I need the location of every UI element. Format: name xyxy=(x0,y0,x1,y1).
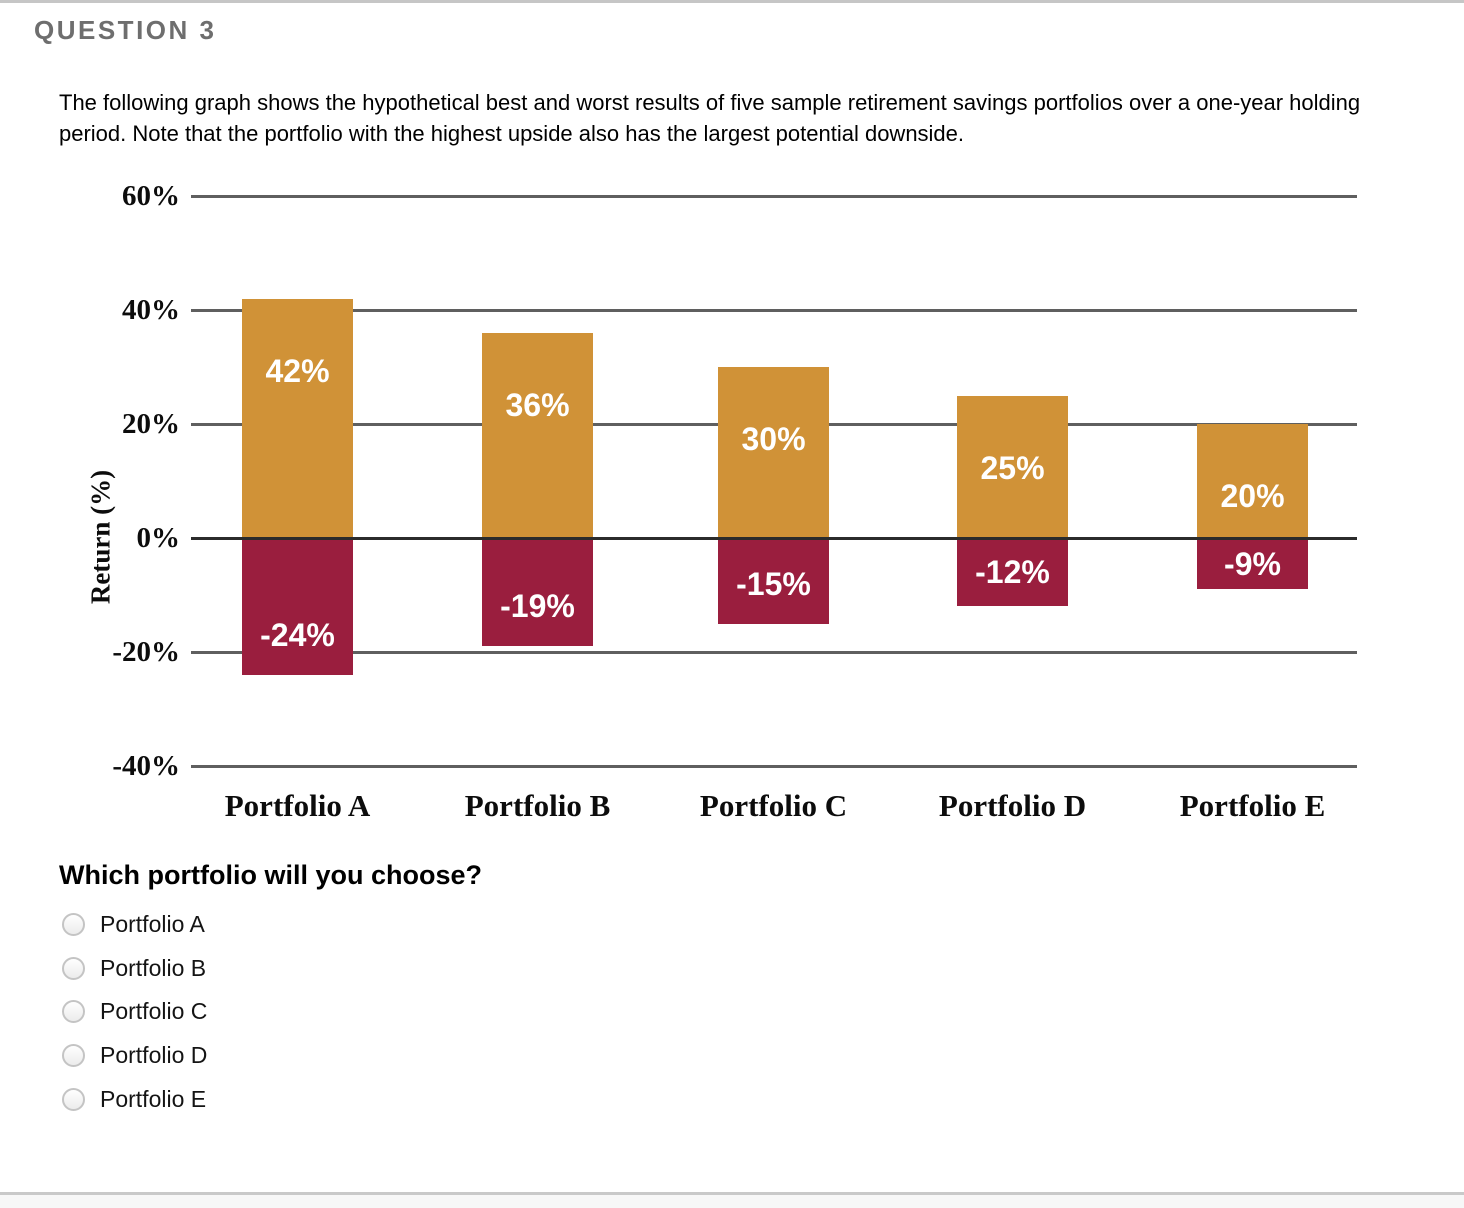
bar-value-portfolio-c-worst: -15% xyxy=(736,565,811,602)
y-tick-label--20: -20% xyxy=(112,636,180,668)
returns-bar-chart: Return (%) 60% 40% 20% 0% -20% -40% 42% -24% Por… xyxy=(86,180,1357,823)
question-prompt: Which portfolio will you choose? xyxy=(59,860,482,890)
bar-portfolio-e-best xyxy=(1197,424,1308,538)
radio-portfolio-c[interactable] xyxy=(62,999,85,1023)
x-axis-label-portfolio-c: Portfolio C xyxy=(699,788,848,823)
option-row-portfolio-c[interactable]: Portfolio C xyxy=(62,998,207,1024)
bar-value-portfolio-a-worst: -24% xyxy=(260,616,335,653)
option-row-portfolio-d[interactable]: Portfolio D xyxy=(62,1042,207,1068)
x-axis-label-portfolio-a: Portfolio A xyxy=(224,788,371,823)
bar-value-portfolio-c-best: 30% xyxy=(741,421,806,457)
y-tick-label-40: 40% xyxy=(122,294,180,326)
question-header: QUESTION 3 xyxy=(34,15,217,45)
radio-portfolio-d[interactable] xyxy=(62,1043,85,1067)
bar-portfolio-a-worst xyxy=(242,538,353,675)
bottom-divider xyxy=(0,1192,1464,1195)
top-divider xyxy=(0,0,1464,3)
radio-portfolio-b[interactable] xyxy=(62,956,85,980)
bar-portfolio-e-worst xyxy=(1197,538,1308,590)
bar-portfolio-c-worst xyxy=(718,538,829,624)
y-tick-label-60: 60% xyxy=(122,180,180,212)
bar-value-portfolio-e-best: 20% xyxy=(1220,478,1285,514)
bar-value-portfolio-d-best: 25% xyxy=(980,449,1045,486)
x-axis-label-portfolio-e: Portfolio E xyxy=(1179,788,1326,823)
bar-portfolio-d-worst xyxy=(957,538,1068,607)
bar-value-portfolio-b-worst: -19% xyxy=(500,588,575,625)
bar-portfolio-d-best xyxy=(957,395,1068,538)
gridline-60 xyxy=(191,195,1357,198)
option-label-portfolio-c: Portfolio C xyxy=(100,998,208,1024)
bar-value-portfolio-b-best: 36% xyxy=(505,386,570,423)
gridline--20 xyxy=(191,651,1357,654)
radio-portfolio-a[interactable] xyxy=(62,912,85,936)
option-row-portfolio-e[interactable]: Portfolio E xyxy=(62,1086,206,1112)
bar-portfolio-c-best xyxy=(718,367,829,538)
question-description: The following graph shows the hypothetic… xyxy=(59,90,1361,146)
option-label-portfolio-d: Portfolio D xyxy=(100,1042,208,1068)
gridline-40 xyxy=(191,309,1357,312)
bottom-strip xyxy=(0,1195,1464,1208)
x-axis-label-portfolio-b: Portfolio B xyxy=(464,788,611,823)
gridline-0 xyxy=(191,537,1357,540)
bar-value-portfolio-a-best: 42% xyxy=(265,352,330,389)
option-row-portfolio-b[interactable]: Portfolio B xyxy=(62,955,206,981)
option-label-portfolio-e: Portfolio E xyxy=(100,1086,207,1112)
option-label-portfolio-b: Portfolio B xyxy=(100,955,207,981)
y-tick-label-20: 20% xyxy=(122,408,180,440)
bar-portfolio-b-best xyxy=(482,332,593,538)
radio-portfolio-e[interactable] xyxy=(62,1087,85,1111)
y-tick-label--40: -40% xyxy=(112,750,180,782)
bar-value-portfolio-d-worst: -12% xyxy=(975,554,1050,591)
bar-value-portfolio-e-worst: -9% xyxy=(1224,545,1281,582)
bar-portfolio-b-worst xyxy=(482,538,593,647)
option-row-portfolio-a[interactable]: Portfolio A xyxy=(62,911,205,937)
x-axis-label-portfolio-d: Portfolio D xyxy=(938,788,1087,823)
bar-portfolio-a-best xyxy=(242,298,353,538)
gridline--40 xyxy=(191,765,1357,768)
y-tick-label-0: 0% xyxy=(136,522,181,554)
option-label-portfolio-a: Portfolio A xyxy=(100,911,205,937)
